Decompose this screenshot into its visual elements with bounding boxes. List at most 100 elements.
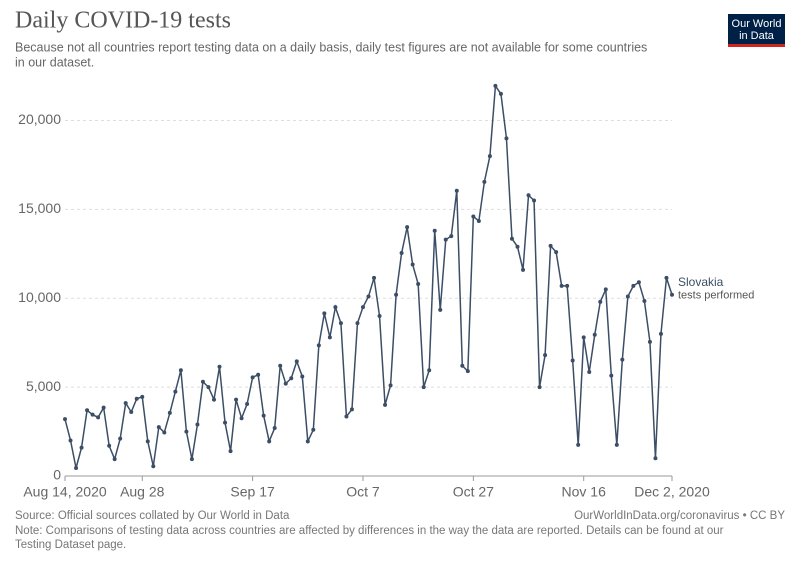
data-point (195, 422, 200, 427)
data-point (140, 394, 145, 399)
data-point (344, 414, 349, 419)
data-point (217, 364, 222, 369)
data-point (664, 275, 669, 280)
data-point (200, 379, 205, 384)
data-point (234, 397, 239, 402)
data-point (383, 402, 388, 407)
data-point (405, 225, 410, 230)
data-point (526, 193, 531, 198)
data-point (565, 283, 570, 288)
data-point (349, 407, 354, 412)
x-tick-label: Oct 27 (453, 484, 494, 500)
data-point (101, 405, 106, 410)
data-point (476, 218, 481, 223)
data-point (145, 439, 150, 444)
data-point (134, 396, 139, 401)
data-point (399, 250, 404, 255)
data-point (482, 179, 487, 184)
y-tick-label: 5,000 (26, 378, 61, 394)
data-point (256, 372, 261, 377)
y-tick-label: 10,000 (18, 289, 61, 305)
data-point (670, 292, 674, 297)
source: Source: Official sources collated by Our… (15, 510, 290, 522)
data-point (377, 314, 382, 319)
data-point (173, 389, 178, 394)
data-point (410, 262, 415, 267)
data-point (587, 370, 592, 375)
data-point (471, 214, 476, 219)
data-point (261, 413, 266, 418)
data-point (305, 439, 310, 444)
data-point (107, 443, 112, 448)
data-point (162, 430, 167, 435)
data-point (504, 136, 509, 141)
data-point (79, 445, 84, 450)
data-point (316, 343, 321, 348)
data-point (509, 236, 514, 241)
series-unit: tests performed (678, 290, 754, 302)
data-point (289, 376, 294, 381)
data-point (74, 466, 79, 471)
data-point (90, 412, 95, 417)
data-point (322, 311, 327, 316)
data-point (642, 298, 647, 303)
data-point (112, 457, 117, 462)
data-point (487, 154, 492, 159)
y-tick-label: 0 (53, 467, 61, 483)
data-point (421, 385, 426, 390)
data-point (454, 188, 459, 193)
data-point (570, 358, 575, 363)
data-point (333, 305, 338, 310)
data-point (118, 436, 123, 441)
data-point (498, 91, 503, 96)
logo-text: in Data (739, 30, 775, 42)
data-point (388, 383, 393, 388)
data-point (129, 410, 134, 415)
data-point (625, 294, 630, 299)
x-tick-label: Nov 16 (562, 484, 607, 500)
data-point (609, 373, 614, 378)
data-point (537, 385, 542, 390)
data-point (432, 228, 437, 233)
data-point (178, 368, 183, 373)
data-point (366, 294, 371, 299)
data-point (123, 401, 128, 406)
y-tick-label: 15,000 (18, 200, 61, 216)
x-tick-label: Sep 17 (230, 484, 275, 500)
data-point (338, 321, 343, 326)
data-point (443, 237, 448, 242)
data-point (449, 234, 454, 239)
data-point (620, 357, 625, 362)
data-point (515, 244, 520, 249)
data-point (559, 283, 564, 288)
data-point (245, 402, 250, 407)
chart-title: Daily COVID-19 tests (15, 8, 231, 34)
note: Note: Comparisons of testing data across… (15, 525, 724, 537)
data-point (278, 363, 283, 368)
data-point (68, 438, 73, 443)
data-point (300, 374, 305, 379)
subtitle: in our dataset. (15, 55, 94, 69)
data-point (543, 353, 548, 358)
data-point (493, 83, 498, 88)
data-point (355, 321, 360, 326)
data-point (311, 427, 316, 432)
data-point (548, 243, 553, 248)
data-point (532, 198, 537, 203)
data-point (283, 381, 288, 386)
data-point (151, 464, 156, 469)
data-point (460, 363, 465, 368)
note: Testing Dataset page. (15, 539, 126, 551)
subtitle: Because not all countries report testing… (15, 40, 647, 54)
data-point (554, 250, 559, 255)
logo-bar (728, 44, 785, 47)
x-tick-label: Oct 7 (346, 484, 380, 500)
x-tick-label: Aug 28 (120, 484, 165, 500)
data-point (96, 415, 101, 420)
data-point (206, 385, 211, 390)
data-point (223, 420, 228, 425)
data-point (327, 335, 332, 340)
data-point (614, 442, 619, 447)
data-point (576, 442, 581, 447)
